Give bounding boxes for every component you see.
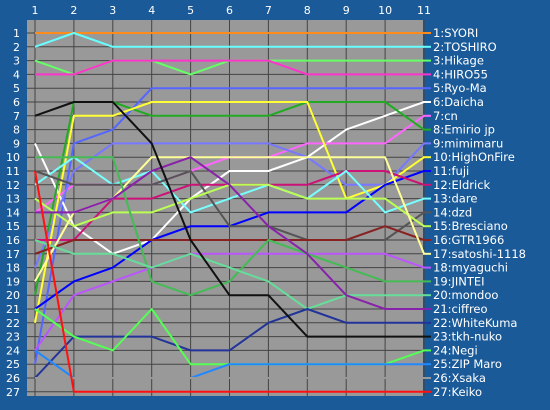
y-tick-label: 2	[13, 41, 20, 54]
y-tick-label: 16	[6, 234, 20, 247]
y-tick-label: 18	[6, 262, 20, 275]
y-tick-label: 17	[6, 248, 20, 261]
x-tick-label: 2	[70, 4, 77, 17]
x-tick-label: 1	[32, 4, 39, 17]
y-tick-label: 8	[13, 124, 20, 137]
x-tick-label: 4	[148, 4, 155, 17]
y-tick-label: 25	[6, 358, 20, 371]
series-line	[34, 101, 425, 323]
legend-label: 6:Daicha	[433, 95, 484, 109]
legend-label: 11:fuji	[433, 164, 469, 178]
y-tick-label: 4	[13, 68, 20, 81]
legend-label: 10:HighOnFire	[433, 150, 515, 164]
legend-label: 4:HIRO55	[433, 67, 488, 81]
y-tick-label: 9	[13, 137, 20, 150]
legend-label: 8:Emirio jp	[433, 123, 495, 137]
legend-label: 12:Eldrick	[433, 178, 491, 192]
series-line	[34, 87, 424, 365]
x-tick-label: 8	[304, 4, 311, 17]
series-line	[35, 156, 424, 310]
legend-label: 3:Hikage	[433, 54, 484, 68]
legend-label: 18:myaguchi	[433, 261, 508, 275]
y-tick-label: 27	[6, 386, 20, 399]
x-tick-label: 10	[378, 4, 392, 17]
x-tick-label: 9	[343, 4, 350, 17]
legend-label: 14:dzd	[433, 205, 472, 219]
series-line	[34, 156, 425, 214]
legend-label: 9:mimimaru	[433, 136, 503, 150]
y-tick-label: 20	[6, 289, 20, 302]
plot-background	[27, 20, 423, 396]
legend-label: 20:mondoo	[433, 288, 498, 302]
legend: 1:SYORI2:TOSHIRO3:Hikage4:HIRO555:Ryo-Ma…	[423, 26, 526, 399]
x-tick-label: 6	[226, 4, 233, 17]
y-tick-label: 7	[13, 110, 20, 123]
series-line	[34, 101, 424, 338]
y-tick-label: 1	[13, 27, 20, 40]
series-line	[34, 308, 424, 379]
y-tick-label: 15	[6, 220, 20, 233]
y-tick-label: 11	[6, 165, 20, 178]
y-tick-label: 21	[6, 303, 20, 316]
y-tick-label: 24	[6, 344, 20, 357]
y-tick-label: 12	[6, 179, 20, 192]
legend-label: 16:GTR1966	[433, 233, 504, 247]
legend-label: 21:ciffreo	[433, 302, 488, 316]
legend-label: 2:TOSHIRO	[433, 40, 497, 54]
y-tick-label: 26	[6, 372, 20, 385]
y-tick-label: 14	[6, 206, 20, 219]
series-line	[34, 170, 424, 393]
legend-label: 24:Negi	[433, 343, 478, 357]
series-line	[35, 156, 424, 297]
y-tick-labels: 1234567891011121314151617181920212223242…	[6, 27, 20, 399]
y-tick-label: 23	[6, 331, 20, 344]
series-line	[34, 252, 425, 351]
legend-label: 26:Xsaka	[433, 371, 486, 385]
legend-label: 5:Ryo-Ma	[433, 81, 487, 95]
legend-label: 23:tkh-nuko	[433, 330, 502, 344]
x-tick-label: 11	[417, 4, 431, 17]
y-tick-label: 10	[6, 151, 20, 164]
series-line	[35, 59, 424, 76]
y-tick-label: 6	[13, 96, 20, 109]
legend-label: 1:SYORI	[433, 26, 478, 40]
legend-label: 7:cn	[433, 109, 458, 123]
series-line	[34, 32, 424, 48]
legend-label: 22:WhiteKuma	[433, 316, 517, 330]
legend-label: 27:Keiko	[433, 385, 482, 399]
x-tick-label: 5	[187, 4, 194, 17]
legend-label: 17:satoshi-1118	[433, 247, 526, 261]
legend-label: 13:dare	[433, 192, 477, 206]
series-line	[34, 170, 425, 241]
y-tick-label: 3	[13, 55, 20, 68]
series-lines	[34, 32, 425, 393]
x-tick-label: 3	[109, 4, 116, 17]
legend-label: 15:Bresciano	[433, 219, 508, 233]
y-tick-label: 13	[6, 193, 20, 206]
x-tick-labels: 1 2 3 4 5 6 7 8 9 10 11	[32, 4, 432, 17]
series-line	[34, 239, 424, 310]
series-line	[34, 101, 425, 255]
y-tick-label: 22	[6, 317, 20, 330]
y-tick-label: 5	[13, 82, 20, 95]
series-line	[34, 225, 425, 255]
x-tick-label: 7	[265, 4, 272, 17]
y-tick-label: 19	[6, 275, 20, 288]
legend-label: 19:JINTEI	[433, 274, 485, 288]
legend-label: 25:ZIP Maro	[433, 357, 502, 371]
